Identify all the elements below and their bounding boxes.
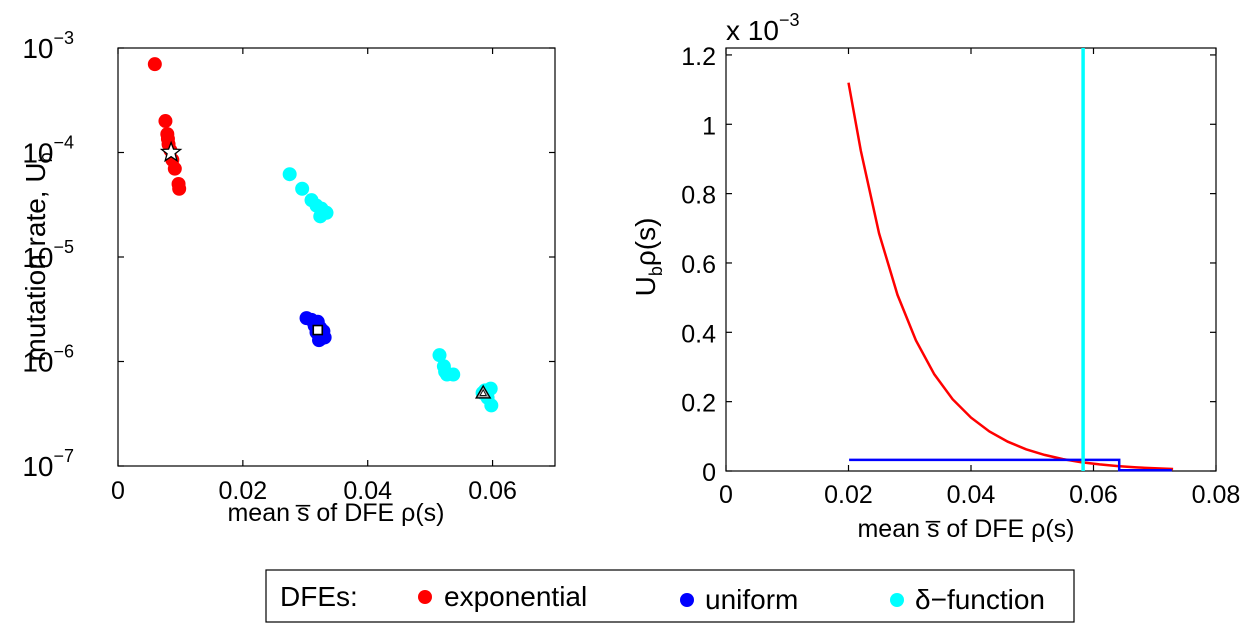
scatter-point <box>484 398 499 413</box>
left-x-tick-label: 0.06 <box>468 477 517 505</box>
right-x-tick-label: 0.08 <box>1192 481 1241 509</box>
right-ticks: 0 0.02 0.04 0.06 0.08 0 0.2 0.4 0.6 0.8 1 1.2 <box>681 43 1240 509</box>
legend-title: DFEs: <box>280 581 358 612</box>
scatter-point <box>282 167 297 182</box>
legend-label-delta-function: δ−function <box>915 584 1045 615</box>
scatter-point <box>167 161 182 176</box>
scatter-point <box>172 181 187 196</box>
scatter-point <box>158 114 173 129</box>
right-y-tick-label: 1 <box>702 112 716 140</box>
right-y-tick-label: 0.6 <box>681 251 716 279</box>
left-y-label-main: mutation rate, U <box>20 162 51 361</box>
left-x-tick-label: 0.04 <box>343 477 392 505</box>
legend-label-exponential: exponential <box>444 581 587 612</box>
right-y-label-rest: ρ(s) <box>630 218 661 267</box>
legend-marker-uniform <box>680 593 694 607</box>
square-marker <box>312 324 324 336</box>
left-markers <box>159 140 492 399</box>
right-plot-frame <box>725 47 1217 472</box>
right-x-axis-label: mean s̅ of DFE ρ(s) <box>857 515 1074 543</box>
left-y-tick-label: 10−4 <box>22 133 74 169</box>
left-y-tick-label: 10−6 <box>22 342 74 378</box>
right-scale-label: x 10 <box>726 15 779 46</box>
left-x-tick-label: 0.02 <box>219 477 268 505</box>
legend-marker-exponential <box>418 590 432 604</box>
legend-marker-delta-function <box>890 593 904 607</box>
left-chart: 0 0.02 0.04 0.06 10−3 10−4 10−5 10−6 10−7 mean s… <box>20 28 556 527</box>
right-y-label-sub: b <box>646 266 666 276</box>
right-x-tick-label: 0 <box>719 481 733 509</box>
scatter-point <box>432 348 447 363</box>
right-y-tick-label: 1.2 <box>681 43 716 71</box>
svg-text:Ubρ(s): Ubρ(s) <box>630 218 666 297</box>
legend-box <box>265 569 1075 623</box>
scatter-point <box>147 57 162 72</box>
right-y-tick-label: 0 <box>702 459 716 487</box>
svg-text:mutation rate, Ub: mutation rate, Ub <box>20 152 56 361</box>
right-y-tick-label: 0.4 <box>681 320 716 348</box>
series-line <box>849 458 1172 472</box>
right-x-tick-label: 0.02 <box>824 481 873 509</box>
right-x-tick-label: 0.06 <box>1069 481 1118 509</box>
legend-label-uniform: uniform <box>705 584 798 615</box>
left-points <box>147 57 499 413</box>
right-y-label-main: U <box>630 276 661 296</box>
left-y-tick-label: 10−7 <box>22 446 74 482</box>
left-y-tick-label: 10−5 <box>22 237 74 273</box>
left-y-axis-label: mutation rate, Ub <box>20 152 56 361</box>
right-lines <box>847 48 1174 472</box>
right-chart: 0 0.02 0.04 0.06 0.08 0 0.2 0.4 0.6 0.8 1 1.2 x 10−… <box>630 10 1240 543</box>
star-marker <box>159 140 183 163</box>
left-y-tick-label: 10−3 <box>22 28 74 64</box>
scatter-point <box>295 181 310 196</box>
left-ticks: 0 0.02 0.04 0.06 10−3 10−4 10−5 10−6 10−7 <box>22 28 555 505</box>
left-x-axis-label: mean s̅ of DFE ρ(s) <box>227 499 444 527</box>
triangle-marker-inner <box>479 389 487 396</box>
left-y-label-sub: b <box>36 152 56 162</box>
right-y-tick-label: 0.8 <box>681 182 716 210</box>
series-line <box>847 82 1174 471</box>
scatter-point <box>313 209 328 224</box>
scatter-point <box>438 364 453 379</box>
scatter-point <box>312 333 327 348</box>
right-scale-exp: −3 <box>779 10 800 30</box>
right-y-axis-label: Ubρ(s) <box>630 218 666 297</box>
legend: DFEs: exponential uniform δ−function <box>265 569 1075 623</box>
right-y-tick-label: 0.2 <box>681 390 716 418</box>
right-scale-factor: x 10−3 <box>726 10 799 46</box>
left-x-tick-label: 0 <box>111 477 125 505</box>
right-x-tick-label: 0.04 <box>947 481 996 509</box>
